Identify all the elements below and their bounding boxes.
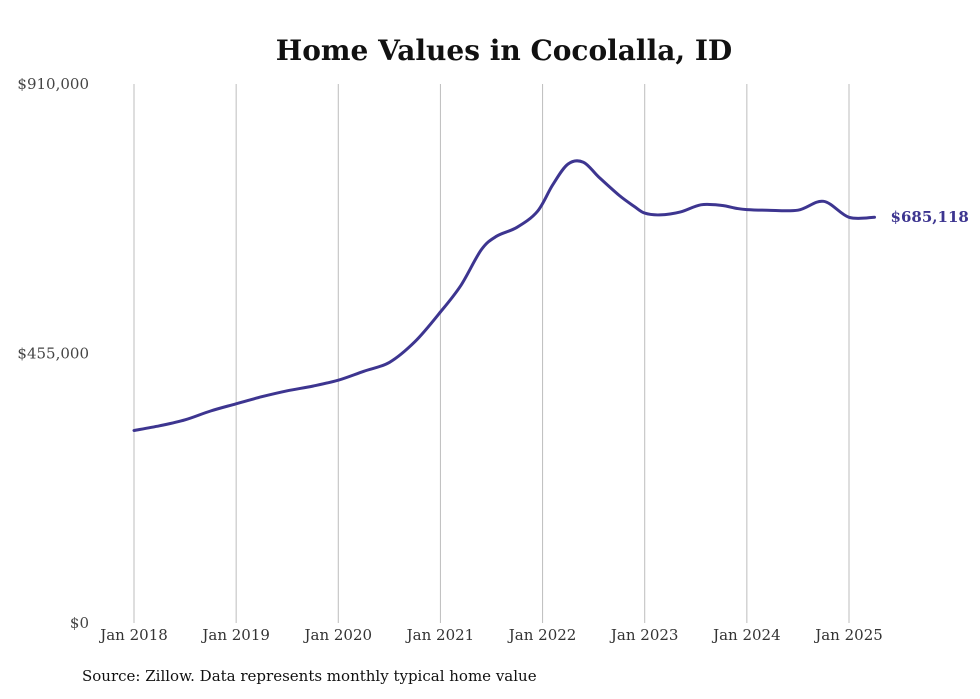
chart-title: Home Values in Cocolalla, ID bbox=[276, 34, 732, 67]
series-line-home-value bbox=[132, 159, 876, 432]
end-value-label: $685,118 bbox=[891, 208, 969, 226]
y-tick-label-1: $455,000 bbox=[17, 345, 89, 363]
x-tick-label-5: Jan 2023 bbox=[609, 626, 679, 644]
vertical-gridlines bbox=[133, 84, 850, 623]
series-layer: $685,118 bbox=[132, 159, 969, 432]
x-tick-label-6: Jan 2024 bbox=[711, 626, 781, 644]
source-note: Source: Zillow. Data represents monthly … bbox=[82, 667, 537, 685]
x-tick-label-0: Jan 2018 bbox=[98, 626, 168, 644]
x-tick-label-1: Jan 2019 bbox=[200, 626, 270, 644]
y-tick-label-0: $0 bbox=[70, 614, 89, 632]
x-tick-label-4: Jan 2022 bbox=[507, 626, 577, 644]
y-tick-label-2: $910,000 bbox=[17, 75, 89, 93]
x-tick-label-3: Jan 2021 bbox=[405, 626, 475, 644]
axis-ticks: Jan 2018 Jan 2019 Jan 2020 Jan 2021 Jan 2022… bbox=[17, 75, 882, 644]
x-tick-label-2: Jan 2020 bbox=[303, 626, 373, 644]
x-tick-label-7: Jan 2025 bbox=[813, 626, 883, 644]
